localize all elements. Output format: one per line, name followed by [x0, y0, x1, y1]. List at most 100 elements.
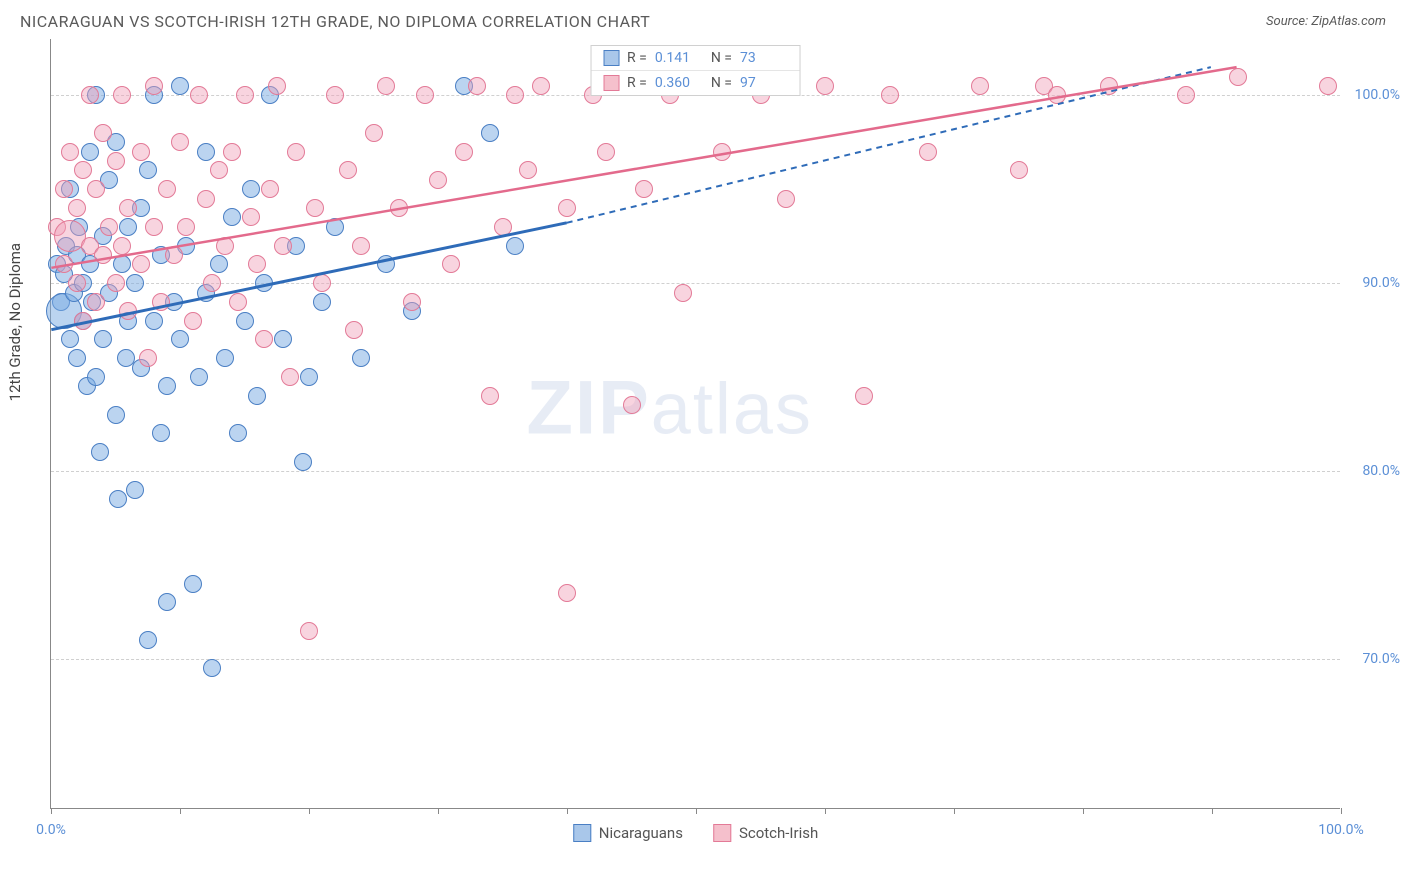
- x-tick: [825, 808, 826, 814]
- scatter-point: [1100, 77, 1118, 95]
- scatter-point: [345, 321, 363, 339]
- legend-r-value: 0.360: [655, 75, 703, 91]
- scatter-point: [132, 255, 150, 273]
- scatter-point: [94, 330, 112, 348]
- scatter-point: [1177, 86, 1195, 104]
- scatter-point: [352, 237, 370, 255]
- scatter-point: [126, 274, 144, 292]
- x-tick: [1083, 808, 1084, 814]
- chart-container: 12th Grade, No Diploma ZIPatlas R = 0.14…: [20, 39, 1386, 809]
- scatter-point: [971, 77, 989, 95]
- y-tick-label: 70.0%: [1362, 651, 1400, 667]
- scatter-point: [248, 387, 266, 405]
- scatter-point: [223, 208, 241, 226]
- series-name: Scotch-Irish: [739, 824, 818, 842]
- scatter-point: [558, 199, 576, 217]
- scatter-point: [158, 180, 176, 198]
- series-legend-item: Nicaraguans: [573, 824, 683, 842]
- legend-n-value: 97: [740, 75, 788, 91]
- scatter-point: [306, 199, 324, 217]
- scatter-point: [416, 86, 434, 104]
- scatter-point: [365, 124, 383, 142]
- scatter-point: [255, 274, 273, 292]
- scatter-point: [255, 330, 273, 348]
- legend-swatch: [713, 824, 731, 842]
- scatter-point: [61, 330, 79, 348]
- scatter-point: [326, 218, 344, 236]
- series-legend: Nicaraguans Scotch-Irish: [573, 824, 818, 842]
- scatter-point: [68, 274, 86, 292]
- gridline-h: [51, 471, 1340, 472]
- scatter-point: [713, 143, 731, 161]
- scatter-point: [777, 190, 795, 208]
- scatter-point: [623, 396, 641, 414]
- scatter-point: [390, 199, 408, 217]
- y-tick-label: 100.0%: [1355, 87, 1400, 103]
- legend-r-value: 0.141: [655, 50, 703, 66]
- watermark-atlas: atlas: [651, 370, 813, 450]
- gridline-h: [51, 659, 1340, 660]
- scatter-point: [268, 77, 286, 95]
- scatter-point: [1048, 86, 1066, 104]
- scatter-point: [274, 237, 292, 255]
- legend-n-label: N =: [711, 50, 732, 66]
- scatter-point: [274, 330, 292, 348]
- scatter-point: [68, 349, 86, 367]
- y-tick-label: 90.0%: [1362, 275, 1400, 291]
- scatter-point: [287, 143, 305, 161]
- x-tick: [1212, 808, 1213, 814]
- x-tick-label: 100.0%: [1318, 822, 1363, 838]
- scatter-point: [87, 180, 105, 198]
- scatter-point: [210, 255, 228, 273]
- scatter-point: [87, 293, 105, 311]
- scatter-point: [339, 161, 357, 179]
- scatter-point: [113, 86, 131, 104]
- legend-row: R = 0.360 N = 97: [591, 71, 800, 95]
- series-name: Nicaraguans: [599, 824, 683, 842]
- scatter-point: [216, 237, 234, 255]
- scatter-point: [532, 77, 550, 95]
- scatter-point: [261, 180, 279, 198]
- scatter-point: [248, 255, 266, 273]
- trend-lines: [51, 39, 1340, 808]
- scatter-point: [203, 274, 221, 292]
- legend-n-label: N =: [711, 75, 732, 91]
- scatter-point: [519, 161, 537, 179]
- scatter-point: [171, 330, 189, 348]
- scatter-point: [119, 302, 137, 320]
- scatter-point: [855, 387, 873, 405]
- series-legend-item: Scotch-Irish: [713, 824, 818, 842]
- scatter-point: [74, 161, 92, 179]
- scatter-point: [197, 143, 215, 161]
- scatter-point: [165, 246, 183, 264]
- scatter-point: [242, 180, 260, 198]
- scatter-point: [294, 453, 312, 471]
- scatter-point: [242, 208, 260, 226]
- scatter-point: [139, 349, 157, 367]
- scatter-point: [145, 312, 163, 330]
- scatter-point: [158, 593, 176, 611]
- scatter-point: [455, 143, 473, 161]
- watermark: ZIPatlas: [527, 365, 813, 452]
- scatter-point: [377, 77, 395, 95]
- scatter-point: [1010, 161, 1028, 179]
- scatter-point: [55, 180, 73, 198]
- legend-swatch: [573, 824, 591, 842]
- scatter-point: [177, 218, 195, 236]
- scatter-point: [61, 143, 79, 161]
- scatter-point: [87, 368, 105, 386]
- scatter-point: [1229, 68, 1247, 86]
- scatter-point: [468, 77, 486, 95]
- scatter-point: [171, 77, 189, 95]
- legend-n-value: 73: [740, 50, 788, 66]
- x-tick: [438, 808, 439, 814]
- scatter-point: [126, 481, 144, 499]
- scatter-point: [113, 255, 131, 273]
- scatter-point: [313, 293, 331, 311]
- scatter-point: [352, 349, 370, 367]
- scatter-point: [326, 86, 344, 104]
- x-tick: [696, 808, 697, 814]
- scatter-point: [216, 349, 234, 367]
- scatter-point: [481, 124, 499, 142]
- scatter-point: [229, 293, 247, 311]
